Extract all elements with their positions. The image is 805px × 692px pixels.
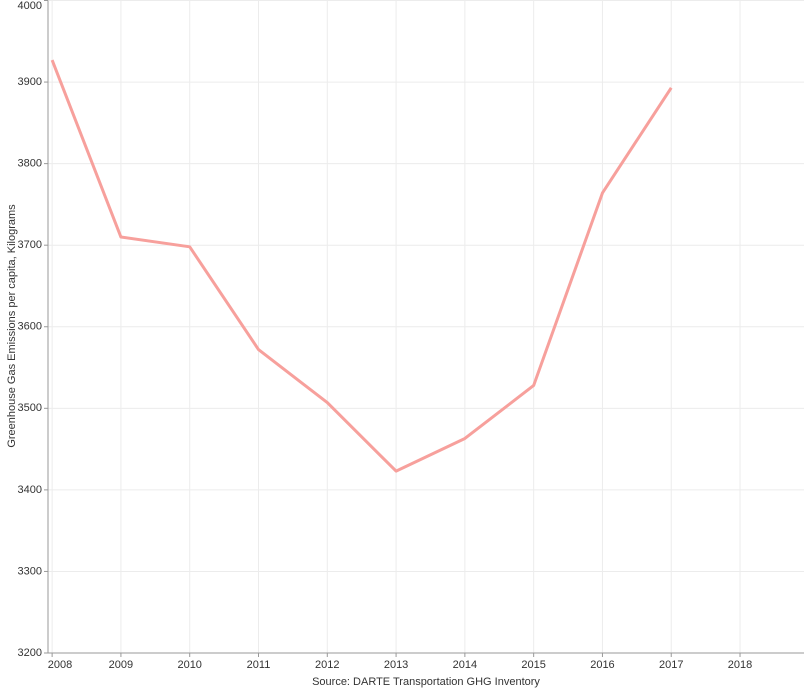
y-tick-label: 3800 xyxy=(18,158,42,170)
y-tick-label: 4000 xyxy=(18,0,42,12)
x-tick-label: 2011 xyxy=(247,659,271,671)
data-line xyxy=(50,59,673,473)
x-tick-label: 2012 xyxy=(315,659,339,671)
x-tick-label: 2017 xyxy=(659,659,683,671)
y-tick-label: 3400 xyxy=(18,484,42,496)
x-tick-label: 2008 xyxy=(48,659,72,671)
y-tick-label: 3700 xyxy=(18,239,42,251)
x-tick-label: 2018 xyxy=(728,659,752,671)
y-tick-label: 3500 xyxy=(18,402,42,414)
x-tick-label: 2016 xyxy=(590,659,614,671)
source-label: Source: DARTE Transportation GHG Invento… xyxy=(312,676,540,688)
y-tick-label: 3200 xyxy=(18,647,42,659)
x-tick-label: 2009 xyxy=(109,659,133,671)
y-axis-label: Greenhouse Gas Emissions per capita, Kil… xyxy=(6,204,18,448)
y-tick-label: 3900 xyxy=(18,76,42,88)
x-tick-label: 2015 xyxy=(521,659,545,671)
x-tick-label: 2014 xyxy=(453,659,477,671)
x-tick-label: 2013 xyxy=(384,659,408,671)
y-tick-label: 3300 xyxy=(18,565,42,577)
y-tick-label: 3600 xyxy=(18,321,42,333)
x-tick-label: 2010 xyxy=(177,659,201,671)
